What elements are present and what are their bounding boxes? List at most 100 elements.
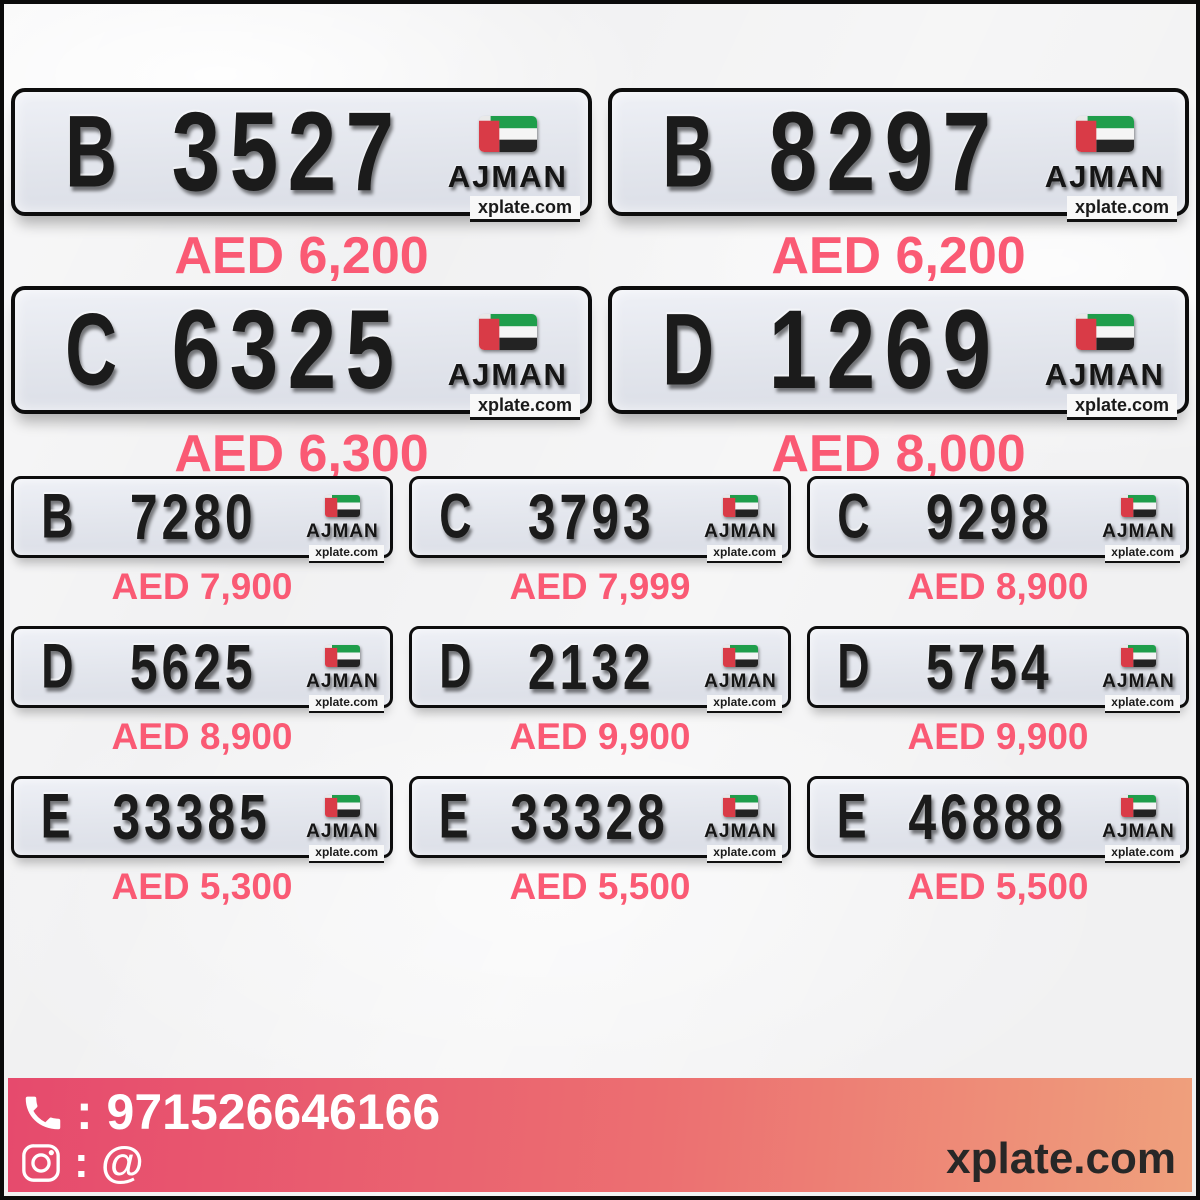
plate-price: AED 8,900 — [907, 566, 1089, 607]
plate-price: AED 7,999 — [509, 566, 691, 607]
license-plate: B 3527 AJMAN xplate.com — [11, 88, 592, 222]
plate-number: 7280 — [129, 481, 257, 553]
plate-price: AED 9,900 — [907, 716, 1089, 757]
plate-number: 46888 — [907, 781, 1067, 853]
license-plate: C 3793 AJMAN xplate.com — [409, 476, 791, 563]
plate-emblem-area: AJMAN — [704, 495, 777, 541]
plate-site-tag: xplate.com — [1105, 845, 1180, 863]
plate-number: 3793 — [527, 481, 655, 553]
license-plate: C 9298 AJMAN xplate.com — [807, 476, 1189, 563]
plate-price: AED 8,000 — [771, 425, 1026, 483]
plate-price: AED 5,500 — [907, 866, 1089, 907]
ajman-logo: AJMAN — [1044, 159, 1165, 194]
plate-emblem-area: AJMAN — [1045, 116, 1165, 192]
plate-number: 3527 — [171, 89, 404, 214]
plate-site-tag: xplate.com — [309, 545, 384, 563]
plate-row-5: E 33385 AJMAN xplate.com AED 5,300 E 333… — [8, 776, 1192, 908]
plate-listing: C 3793 AJMAN xplate.com AED 7,999 — [409, 476, 791, 608]
plate-code: B — [662, 94, 715, 210]
plate-listing: B 8297 AJMAN xplate.com AED 6,200 — [608, 88, 1189, 285]
plate-code: D — [438, 631, 472, 702]
license-plate: E 33328 AJMAN xplate.com — [409, 776, 791, 863]
license-plate: E 46888 AJMAN xplate.com — [807, 776, 1189, 863]
instagram-contact: : @ — [20, 1138, 144, 1188]
plate-site-tag: xplate.com — [1105, 545, 1180, 563]
plate-price: AED 6,200 — [174, 227, 429, 285]
plate-site-tag: xplate.com — [707, 695, 782, 713]
plate-site-tag: xplate.com — [1066, 394, 1177, 420]
plate-price: AED 8,900 — [111, 716, 293, 757]
uae-flag-icon — [324, 495, 360, 517]
plate-code: D — [662, 292, 715, 408]
plate-price: AED 7,900 — [111, 566, 293, 607]
license-plate: D 2132 AJMAN xplate.com — [409, 626, 791, 713]
plate-emblem-area: AJMAN — [1102, 795, 1175, 841]
ajman-logo: AJMAN — [447, 357, 568, 392]
uae-flag-icon — [1075, 116, 1134, 152]
plate-number: 33385 — [111, 781, 271, 853]
license-plate: B 7280 AJMAN xplate.com — [11, 476, 393, 563]
license-plate: D 1269 AJMAN xplate.com — [608, 286, 1189, 420]
plate-code: B — [40, 481, 74, 552]
plate-site-tag: xplate.com — [469, 394, 580, 420]
plate-price: AED 5,500 — [509, 866, 691, 907]
plate-listing: D 1269 AJMAN xplate.com AED 8,000 — [608, 286, 1189, 483]
footer-site-name: xplate.com — [946, 1134, 1176, 1183]
ajman-logo: AJMAN — [306, 671, 379, 692]
plate-number: 8297 — [768, 89, 1001, 214]
plate-emblem-area: AJMAN — [306, 645, 379, 691]
plate-site-tag: xplate.com — [309, 845, 384, 863]
plate-listing: D 5625 AJMAN xplate.com AED 8,900 — [11, 626, 393, 758]
uae-flag-icon — [722, 495, 758, 517]
plate-listing: C 6325 AJMAN xplate.com AED 6,300 — [11, 286, 592, 483]
ajman-logo: AJMAN — [704, 521, 777, 542]
uae-flag-icon — [478, 116, 537, 152]
plate-site-tag: xplate.com — [1066, 196, 1177, 222]
ajman-logo: AJMAN — [1044, 357, 1165, 392]
uae-flag-icon — [1120, 645, 1156, 667]
uae-flag-icon — [722, 795, 758, 817]
plate-code: E — [438, 781, 469, 852]
phone-icon — [25, 1096, 61, 1130]
plate-number: 33328 — [509, 781, 669, 853]
uae-flag-icon — [722, 645, 758, 667]
plate-code: B — [65, 94, 118, 210]
license-plate: D 5754 AJMAN xplate.com — [807, 626, 1189, 713]
ajman-logo: AJMAN — [306, 521, 379, 542]
phone-contact: : 971526646166 — [20, 1083, 440, 1141]
plate-code: C — [65, 292, 118, 408]
plate-number: 6325 — [171, 287, 404, 412]
instagram-handle: : @ — [74, 1138, 144, 1187]
plate-site-tag: xplate.com — [1105, 695, 1180, 713]
uae-flag-icon — [324, 645, 360, 667]
plate-emblem-area: AJMAN — [306, 495, 379, 541]
plate-code: D — [40, 631, 74, 702]
uae-flag-icon — [478, 314, 537, 350]
plate-price: AED 6,200 — [771, 227, 1026, 285]
license-plate: E 33385 AJMAN xplate.com — [11, 776, 393, 863]
contact-footer: : 971526646166 : @ xplate.com — [8, 1078, 1192, 1192]
plate-listing: E 46888 AJMAN xplate.com AED 5,500 — [807, 776, 1189, 908]
plate-listing: D 5754 AJMAN xplate.com AED 9,900 — [807, 626, 1189, 758]
plate-site-tag: xplate.com — [707, 545, 782, 563]
plate-number: 2132 — [527, 631, 655, 703]
plate-emblem-area: AJMAN — [448, 116, 568, 192]
plate-emblem-area: AJMAN — [704, 645, 777, 691]
uae-flag-icon — [1120, 495, 1156, 517]
ajman-logo: AJMAN — [306, 821, 379, 842]
plate-code: C — [438, 481, 472, 552]
plate-row-1: B 3527 AJMAN xplate.com AED 6,200 B 8297… — [8, 88, 1192, 285]
plate-row-3: B 7280 AJMAN xplate.com AED 7,900 C 3793… — [8, 476, 1192, 608]
plate-site-tag: xplate.com — [707, 845, 782, 863]
ajman-logo: AJMAN — [704, 671, 777, 692]
ajman-logo: AJMAN — [704, 821, 777, 842]
plate-listing: C 9298 AJMAN xplate.com AED 8,900 — [807, 476, 1189, 608]
instagram-icon — [22, 1144, 60, 1182]
plate-emblem-area: AJMAN — [448, 314, 568, 390]
plate-emblem-area: AJMAN — [1102, 645, 1175, 691]
ajman-logo: AJMAN — [1102, 821, 1175, 842]
ajman-logo: AJMAN — [1102, 671, 1175, 692]
license-plate: D 5625 AJMAN xplate.com — [11, 626, 393, 713]
uae-flag-icon — [324, 795, 360, 817]
